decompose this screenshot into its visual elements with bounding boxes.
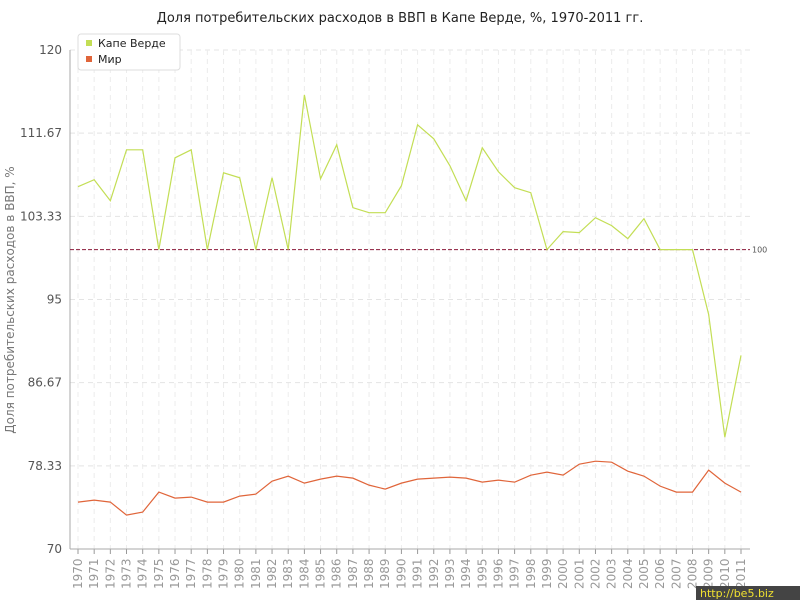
x-tick-label: 2009 [702,558,716,589]
x-tick-label: 1971 [87,558,101,589]
y-tick-label: 103.33 [20,209,62,223]
x-tick-label: 2007 [669,558,683,589]
x-tick-label: 1979 [217,558,231,589]
x-tick-label: 1982 [265,558,279,589]
chart-title: Доля потребительских расходов в ВВП в Ка… [157,11,644,26]
x-tick-label: 2002 [588,558,602,589]
x-tick-label: 1980 [233,558,247,589]
x-tick-label: 1975 [152,558,166,589]
x-tick-label: 1997 [508,558,522,589]
x-tick-label: 1990 [394,558,408,589]
legend-swatch [86,40,92,46]
x-tick-label: 1985 [314,558,328,589]
legend-swatch [86,56,92,62]
x-tick-label: 1978 [200,558,214,589]
x-tick-label: 2006 [653,558,667,589]
x-tick-label: 1992 [427,558,441,589]
x-tick-label: 1988 [362,558,376,589]
y-tick-label: 120 [39,43,62,57]
x-tick-label: 1984 [297,558,311,589]
x-tick-label: 1986 [330,558,344,589]
legend: Капе Верде Мир [77,33,181,71]
x-tick-label: 2000 [556,558,570,589]
x-tick-label: 2010 [718,558,732,589]
x-tick-label: 1996 [491,558,505,589]
x-tick-label: 1981 [249,558,263,589]
y-tick-label: 86.67 [28,376,62,390]
x-tick-label: 2004 [621,558,635,589]
watermark: http://be5.biz [700,587,774,600]
x-tick-label: 2011 [734,558,748,589]
y-tick-label: 95 [47,293,62,307]
x-tick-label: 1977 [184,558,198,589]
x-tick-label: 1999 [540,558,554,589]
y-tick-label: 111.67 [20,126,62,140]
x-tick-label: 1972 [103,558,117,589]
x-tick-label: 1974 [136,558,150,589]
series-line [77,94,742,438]
x-tick-label: 2008 [685,558,699,589]
x-tick-label: 1991 [411,558,425,589]
x-tick-label: 2001 [572,558,586,589]
y-tick-label: 70 [47,542,62,556]
x-tick-label: 1987 [346,558,360,589]
x-tick-label: 1989 [378,558,392,589]
x-tick-label: 1976 [168,558,182,589]
legend-box [77,33,181,71]
x-tick-label: 1993 [443,558,457,589]
x-tick-label: 2003 [605,558,619,589]
plot-background [70,50,750,549]
watermark-bg [696,586,800,600]
series-line [77,460,742,516]
y-tick-label: 78.33 [28,459,62,473]
x-tick-label: 2005 [637,558,651,589]
y-axis-label: Доля потребительских расходов в ВВП, % [3,166,17,433]
x-tick-label: 1995 [475,558,489,589]
reference-label: 100 [752,246,767,255]
x-tick-label: 1994 [459,558,473,589]
x-tick-label: 1983 [281,558,295,589]
x-tick-label: 1973 [120,558,134,589]
legend-label: Мир [98,53,122,66]
x-tick-label: 1998 [524,558,538,589]
legend-label: Капе Верде [98,37,166,50]
x-tick-label: 1970 [71,558,85,589]
